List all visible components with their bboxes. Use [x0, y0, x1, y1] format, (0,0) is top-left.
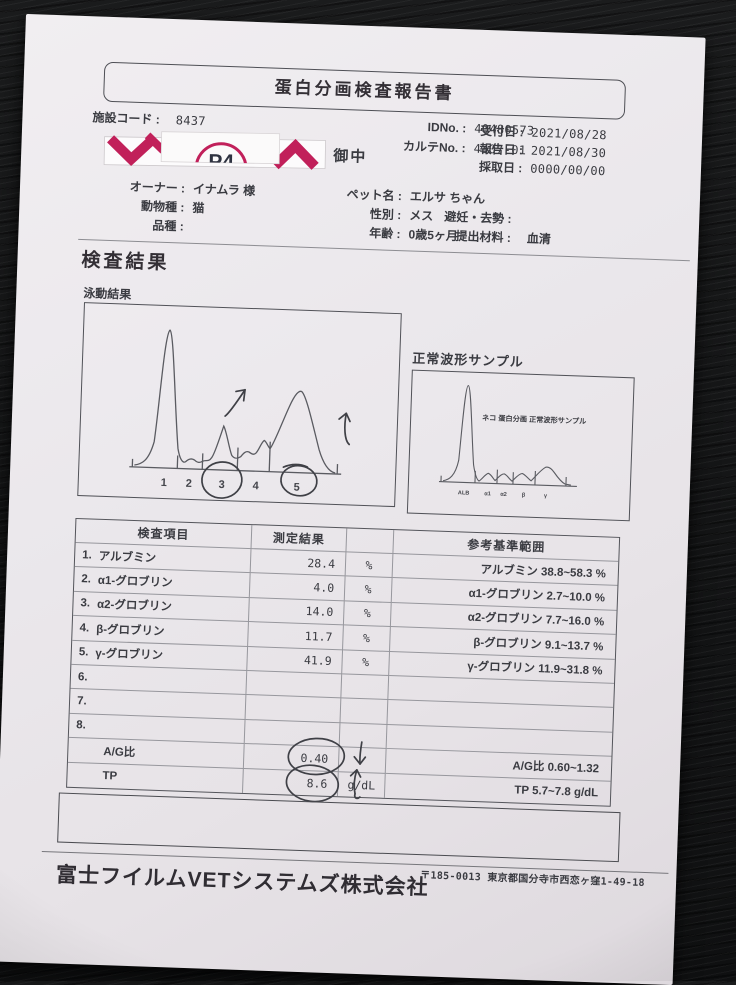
facility-code-label: 施設コード :: [92, 108, 160, 127]
breed-line: 品種 :: [88, 214, 192, 235]
electrophoresis-label: 泳動結果: [83, 284, 132, 303]
facility-code-value: 8437: [176, 113, 207, 128]
result-cell: 8.6: [243, 769, 339, 797]
page-title: 蛋白分画検査報告書: [104, 63, 625, 119]
result-cell: 0.40: [244, 744, 340, 772]
received-date-label: 受付日 :: [480, 122, 524, 141]
results-heading: 検査結果: [81, 245, 170, 275]
pet-name-value: エルサ ちゃん: [410, 187, 486, 207]
electrophoresis-chart: 1 2 3 4 5: [77, 302, 402, 507]
karte-no-label: カルテNo. :: [373, 136, 466, 156]
unit-cell: [339, 747, 387, 773]
company-name: 富士フイルムVETシステムズ株式会社: [56, 858, 430, 901]
redaction-tape: P4: [103, 127, 328, 177]
company-address: 〒185-0013 東京都国分寺市西恋ヶ窪1-49-18: [420, 866, 645, 889]
col-header-result: 測定結果: [251, 525, 347, 552]
result-cell: 28.4: [251, 549, 347, 577]
reported-date-label: 報告日 :: [479, 140, 523, 159]
normal-sample-curve: [443, 385, 574, 485]
spay-line: 避妊・去勢 :: [444, 208, 520, 228]
unit-cell: %: [342, 650, 390, 676]
tick-label-5: 5: [293, 482, 300, 494]
tick-label-2: 2: [185, 478, 192, 490]
species-value: 猫: [192, 199, 205, 216]
normal-sample-chart: ネコ 蛋白分画 正常波形サンプル ALB α1 α2 β γ: [407, 370, 635, 522]
owner-label: オーナー :: [90, 176, 186, 196]
sex-line: 性別 : メス: [329, 204, 434, 225]
tick-label-4: 4: [252, 480, 259, 492]
material-value: 血清: [527, 230, 552, 248]
received-date-value: 2021/08/28: [531, 126, 607, 143]
section-divider: [78, 239, 690, 261]
pen-up-arrow-fraction3: [225, 389, 245, 417]
result-cell: 14.0: [249, 598, 345, 626]
pet-name-label: ペット名 :: [330, 185, 403, 205]
unit-cell: g/dL: [338, 772, 386, 798]
age-value: 0歳5ヶ月: [408, 225, 458, 244]
result-cell: [246, 671, 342, 699]
col-header-unit: [346, 528, 394, 554]
result-cell: 41.9: [247, 647, 343, 675]
unit-cell: %: [344, 601, 392, 627]
species-line: 動物種 : 猫: [89, 195, 205, 216]
tick-label-alb: ALB: [458, 490, 470, 496]
sex-label: 性別 :: [329, 204, 402, 224]
age-line: 年齢 : 0歳5ヶ月: [328, 223, 458, 245]
pen-up-arrow-right: [344, 413, 350, 444]
tick-label-g: γ: [544, 493, 548, 499]
result-cell: 11.7: [248, 622, 344, 650]
unit-cell: %: [346, 552, 394, 578]
result-cell: [245, 720, 341, 748]
material-label: 提出材料 :: [455, 227, 511, 246]
unit-cell: [340, 699, 388, 725]
age-label: 年齢 :: [328, 223, 401, 243]
result-cell: [246, 695, 342, 723]
species-label: 動物種 :: [89, 195, 185, 215]
unit-cell: [340, 723, 388, 749]
normal-sample-title: 正常波形サンプル: [412, 348, 524, 371]
addressee-suffix: 御中: [333, 145, 368, 167]
tick-label-3: 3: [218, 479, 225, 491]
id-no-label: IDNo. :: [374, 118, 466, 135]
report-paper: 蛋白分画検査報告書 施設コード : 8437 IDNo. : 40480573 …: [0, 14, 706, 985]
tick-label-1: 1: [160, 477, 167, 489]
reported-date-value: 2021/08/30: [531, 144, 607, 161]
normal-sample-tick-labels: ALB α1 α2 β γ: [458, 490, 548, 499]
spay-label: 避妊・去勢 :: [444, 208, 512, 227]
unit-cell: %: [343, 626, 391, 652]
results-table: 検査項目 測定結果 参考基準範囲 1.アルブミン 28.4 % アルブミン 38…: [66, 518, 620, 807]
owner-value: イナムラ 様: [193, 180, 256, 199]
result-cell: 4.0: [250, 573, 346, 601]
sampled-date-line: 採取日 : 0000/00/00: [479, 158, 606, 179]
unit-cell: [341, 674, 389, 700]
tick-label-b: β: [522, 493, 526, 499]
fraction-tick-labels: 1 2 3 4 5: [160, 477, 299, 494]
sampled-date-label: 採取日 :: [479, 158, 523, 177]
normal-sample-caption: ネコ 蛋白分画 正常波形サンプル: [482, 413, 587, 426]
stamp-letters: P4: [208, 150, 234, 173]
item-cell: TP: [67, 762, 244, 793]
breed-label: 品種 :: [88, 214, 184, 234]
tick-label-a2: α2: [500, 492, 507, 498]
sampled-date-value: 0000/00/00: [530, 162, 606, 179]
material-line: 提出材料 : 血清: [455, 227, 551, 247]
tick-label-a1: α1: [484, 491, 491, 497]
unit-cell: %: [345, 577, 393, 603]
sex-value: メス: [409, 206, 434, 224]
